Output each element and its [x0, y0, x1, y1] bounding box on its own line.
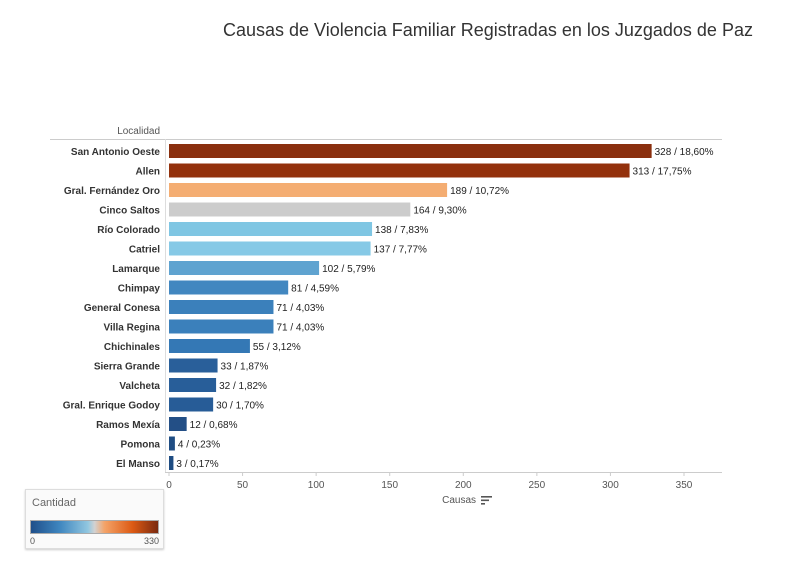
category-label: Valcheta [119, 381, 160, 392]
x-tick-label: 300 [602, 480, 619, 491]
x-tick-label: 350 [676, 480, 693, 491]
category-label: Río Colorado [97, 225, 160, 236]
category-label: Catriel [129, 245, 160, 256]
category-label: General Conesa [84, 303, 161, 314]
legend-max: 330 [143, 536, 159, 546]
data-label: 55 / 3,12% [253, 342, 301, 353]
category-label: Chichinales [104, 342, 161, 353]
data-label: 4 / 0,23% [178, 440, 220, 451]
bar [169, 144, 652, 158]
x-tick-label: 50 [237, 480, 249, 491]
legend-gradient [30, 520, 159, 534]
bar [169, 183, 448, 197]
bar [169, 163, 630, 178]
category-label: Lamarque [112, 264, 160, 275]
bar [169, 456, 174, 470]
bar [169, 241, 371, 256]
bar [169, 378, 217, 392]
row-header: Localidad [117, 126, 160, 137]
category-label: San Antonio Oeste [71, 147, 161, 158]
chart-title: Causas de Violencia Familiar Registradas… [223, 20, 753, 40]
data-label: 102 / 5,79% [322, 264, 375, 275]
data-label: 3 / 0,17% [176, 459, 218, 470]
legend-min: 0 [30, 536, 36, 546]
x-axis-label: Causas [442, 495, 476, 506]
bar [169, 280, 289, 295]
category-label: Sierra Grande [94, 362, 161, 373]
data-label: 12 / 0,68% [190, 420, 238, 431]
legend-title: Cantidad [32, 497, 77, 509]
data-label: 81 / 4,59% [291, 284, 339, 295]
bar [169, 358, 218, 373]
x-tick-label: 100 [308, 480, 325, 491]
data-label: 164 / 9,30% [413, 206, 466, 217]
x-tick-label: 0 [166, 480, 172, 491]
sort-icon[interactable] [481, 496, 492, 505]
bar [169, 261, 320, 275]
category-label: El Manso [116, 459, 160, 470]
category-label: Gral. Fernández Oro [64, 186, 160, 197]
data-label: 137 / 7,77% [374, 245, 427, 256]
category-label: Chimpay [118, 284, 161, 295]
bar [169, 202, 411, 217]
color-legend: Cantidad 0 330 [25, 489, 164, 549]
bar [169, 417, 187, 431]
category-label: Pomona [121, 440, 161, 451]
bar [169, 319, 274, 334]
data-label: 71 / 4,03% [276, 303, 324, 314]
category-label: Cinco Saltos [99, 206, 160, 217]
bar [169, 339, 250, 353]
data-label: 32 / 1,82% [219, 381, 267, 392]
category-label: Ramos Mexía [96, 420, 160, 431]
bar [169, 397, 214, 412]
category-label: Gral. Enrique Godoy [63, 401, 161, 412]
data-label: 30 / 1,70% [216, 401, 264, 412]
data-label: 71 / 4,03% [276, 323, 324, 334]
category-label: Allen [136, 167, 160, 178]
x-tick-label: 250 [529, 480, 546, 491]
data-label: 328 / 18,60% [655, 147, 714, 158]
x-tick-label: 150 [381, 480, 398, 491]
x-tick-label: 200 [455, 480, 472, 491]
data-label: 313 / 17,75% [633, 167, 692, 178]
data-label: 138 / 7,83% [375, 225, 428, 236]
bar [169, 222, 373, 236]
category-label: Villa Regina [103, 323, 160, 334]
bar [169, 436, 175, 451]
data-label: 189 / 10,72% [450, 186, 509, 197]
bar [169, 300, 274, 314]
data-label: 33 / 1,87% [221, 362, 269, 373]
